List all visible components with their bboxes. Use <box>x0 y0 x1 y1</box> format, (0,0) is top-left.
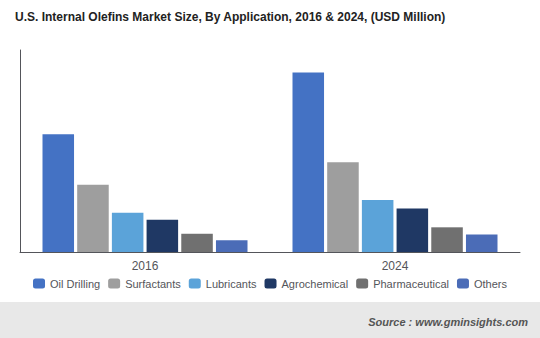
svg-text:Others: Others <box>474 278 508 290</box>
svg-text:Lubricants: Lubricants <box>206 278 257 290</box>
svg-text:2024: 2024 <box>382 259 409 273</box>
svg-text:Oil Drilling: Oil Drilling <box>50 278 100 290</box>
svg-text:Source : www.gminsights.com: Source : www.gminsights.com <box>368 316 528 328</box>
svg-text:Surfactants: Surfactants <box>125 278 181 290</box>
svg-text:U.S. Internal Olefins Market S: U.S. Internal Olefins Market Size, By Ap… <box>15 10 445 24</box>
svg-text:2016: 2016 <box>132 259 159 273</box>
svg-text:Pharmaceutical: Pharmaceutical <box>373 278 449 290</box>
svg-text:Agrochemical: Agrochemical <box>282 278 349 290</box>
